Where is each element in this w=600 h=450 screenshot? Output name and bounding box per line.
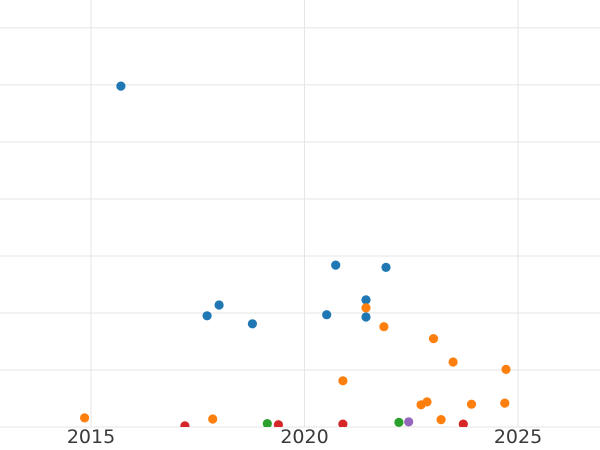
data-point — [436, 415, 446, 425]
data-point — [394, 417, 404, 427]
data-point — [116, 81, 126, 91]
data-point — [501, 364, 511, 374]
data-point — [262, 419, 272, 427]
data-point — [428, 334, 439, 344]
x-tick-label: 2015 — [67, 426, 115, 448]
x-tick-label: 2025 — [494, 426, 542, 448]
data-point — [500, 398, 510, 408]
data-point — [331, 260, 341, 270]
data-point — [404, 417, 414, 427]
data-point — [361, 303, 371, 313]
data-point — [208, 414, 218, 424]
data-point — [466, 399, 477, 409]
data-point — [458, 419, 468, 427]
series-red — [180, 419, 468, 427]
x-tick-labels: 2015 2020 2025 — [67, 426, 542, 448]
data-point — [379, 322, 389, 332]
data-point — [247, 319, 257, 329]
data-point — [180, 421, 190, 427]
data-point — [214, 300, 224, 310]
series-purple — [404, 417, 414, 427]
data-point — [338, 419, 348, 427]
data-point — [338, 376, 348, 386]
data-point — [322, 310, 332, 320]
series-orange — [80, 303, 511, 425]
series-green — [262, 417, 404, 427]
data-point — [381, 262, 391, 272]
data-point — [361, 295, 371, 305]
gridlines — [0, 0, 600, 428]
data-point — [422, 397, 432, 407]
data-point — [273, 420, 283, 427]
data-point — [361, 312, 371, 322]
data-points-layer — [80, 81, 511, 427]
data-point — [80, 413, 90, 423]
data-point — [448, 357, 458, 367]
x-tick-label: 2020 — [280, 426, 328, 448]
series-blue — [116, 81, 391, 329]
data-point — [202, 311, 212, 321]
